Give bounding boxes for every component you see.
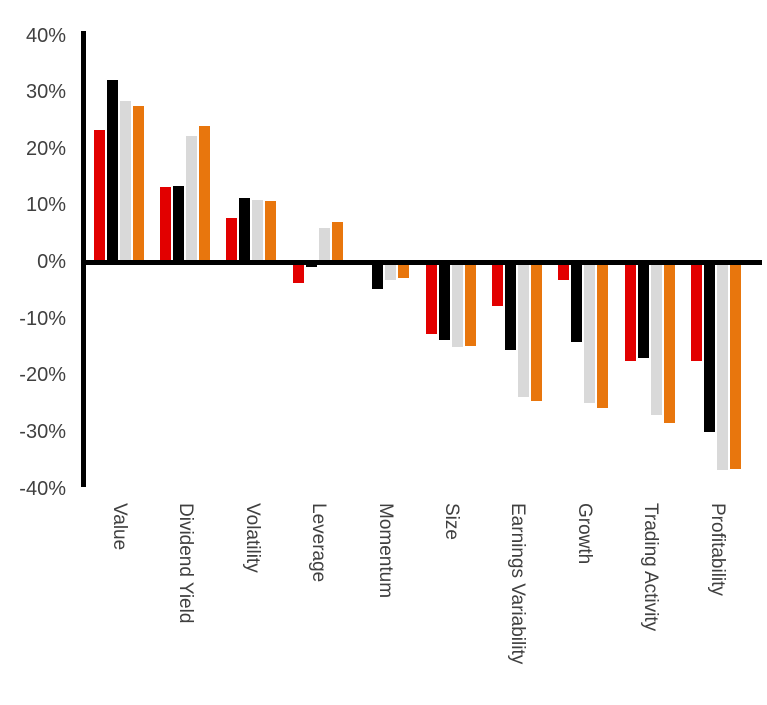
bar-red-trading-activity [624, 262, 636, 362]
bar-gray-dividend-yield [185, 135, 197, 262]
bar-orange-profitability [730, 262, 742, 470]
x-axis-label-trading-activity: Trading Activity [640, 503, 662, 632]
bar-red-volatility [226, 217, 238, 262]
bar-orange-earnings-variability [530, 262, 542, 401]
bar-gray-earnings-variability [517, 262, 529, 397]
bar-gray-volatility [252, 199, 264, 262]
bar-orange-growth [597, 262, 609, 408]
x-axis-label-growth: Growth [573, 503, 595, 565]
bar-gray-growth [584, 262, 596, 403]
bar-orange-volatility [265, 200, 277, 262]
y-axis-tick-10: 10% [25, 194, 66, 217]
bar-orange-leverage [331, 221, 343, 262]
bar-orange-momentum [398, 262, 410, 278]
bar-gray-trading-activity [650, 262, 662, 415]
bar-black-value [106, 79, 118, 262]
x-axis-zero-line [81, 259, 762, 265]
bar-red-growth [558, 262, 570, 281]
x-axis-label-volatility: Volatility [241, 503, 263, 573]
bar-gray-leverage [318, 228, 330, 262]
x-axis-label-momentum: Momentum [374, 503, 396, 599]
x-axis-label-dividend-yield: Dividend Yield [175, 503, 197, 624]
x-axis-label-value: Value [109, 503, 130, 551]
x-axis-label-leverage: Leverage [308, 503, 330, 583]
bar-gray-value [119, 100, 131, 262]
bar-black-dividend-yield [172, 186, 184, 262]
y-axis-tick--10: -10% [19, 307, 66, 330]
bar-red-earnings-variability [491, 262, 503, 306]
bar-black-growth [571, 262, 583, 342]
bar-red-profitability [691, 262, 703, 362]
y-axis-tick-20: 20% [25, 137, 66, 160]
bar-black-trading-activity [637, 262, 649, 358]
x-axis-label-size: Size [441, 503, 462, 540]
y-axis-line [81, 31, 86, 487]
bar-red-value [93, 130, 105, 262]
bar-orange-size [464, 262, 476, 346]
bar-gray-size [451, 262, 463, 347]
y-axis-tick-30: 30% [25, 81, 66, 104]
y-axis-tick--30: -30% [19, 420, 66, 443]
bar-red-dividend-yield [159, 186, 171, 262]
bar-black-momentum [372, 262, 384, 289]
bar-red-size [425, 262, 437, 334]
bar-gray-profitability [717, 262, 729, 470]
y-axis-tick-40: 40% [25, 24, 66, 47]
x-axis-label-profitability: Profitability [706, 503, 728, 596]
y-axis-tick--40: -40% [19, 477, 66, 500]
bar-black-volatility [239, 198, 251, 262]
bar-red-leverage [292, 262, 304, 283]
bar-black-earnings-variability [504, 262, 516, 351]
bar-black-size [438, 262, 450, 341]
y-axis-tick-0: 0% [37, 251, 66, 273]
y-axis-tick--20: -20% [19, 364, 66, 387]
bar-orange-trading-activity [663, 262, 675, 423]
bar-orange-dividend-yield [198, 126, 210, 262]
bar-black-profitability [704, 262, 716, 432]
bar-gray-momentum [385, 262, 397, 281]
x-axis-label-earnings-variability: Earnings Variability [507, 503, 529, 665]
bar-orange-value [132, 105, 144, 262]
